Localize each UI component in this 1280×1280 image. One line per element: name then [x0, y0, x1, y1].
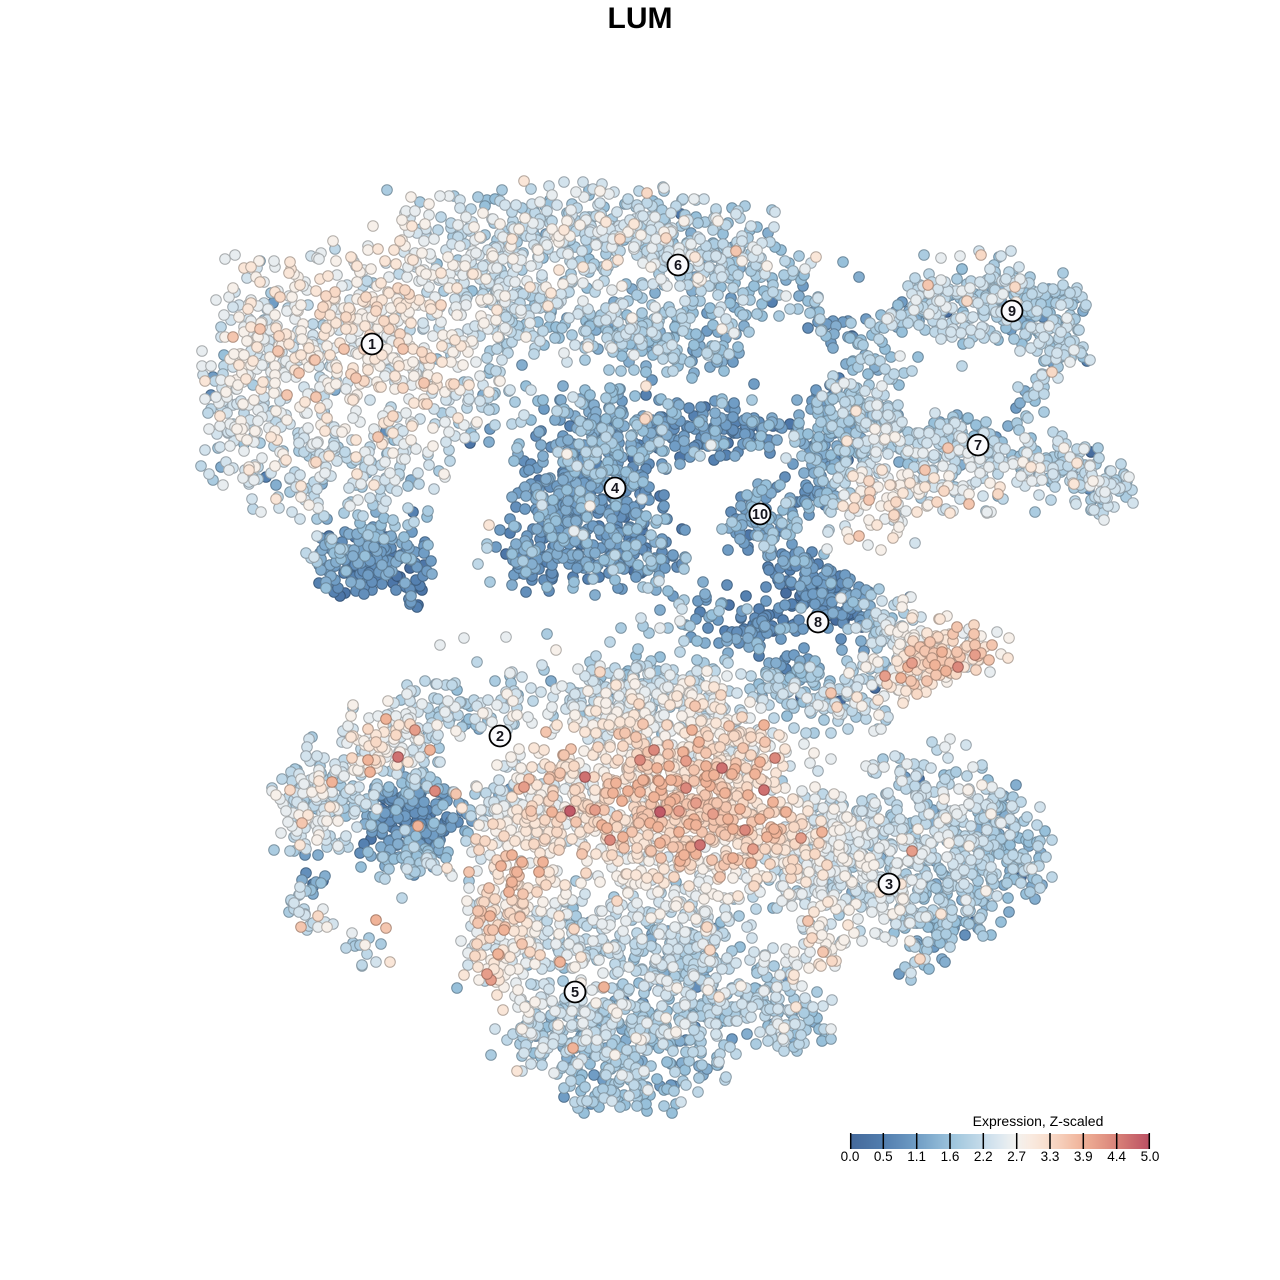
svg-text:LUM: LUM	[608, 2, 673, 35]
